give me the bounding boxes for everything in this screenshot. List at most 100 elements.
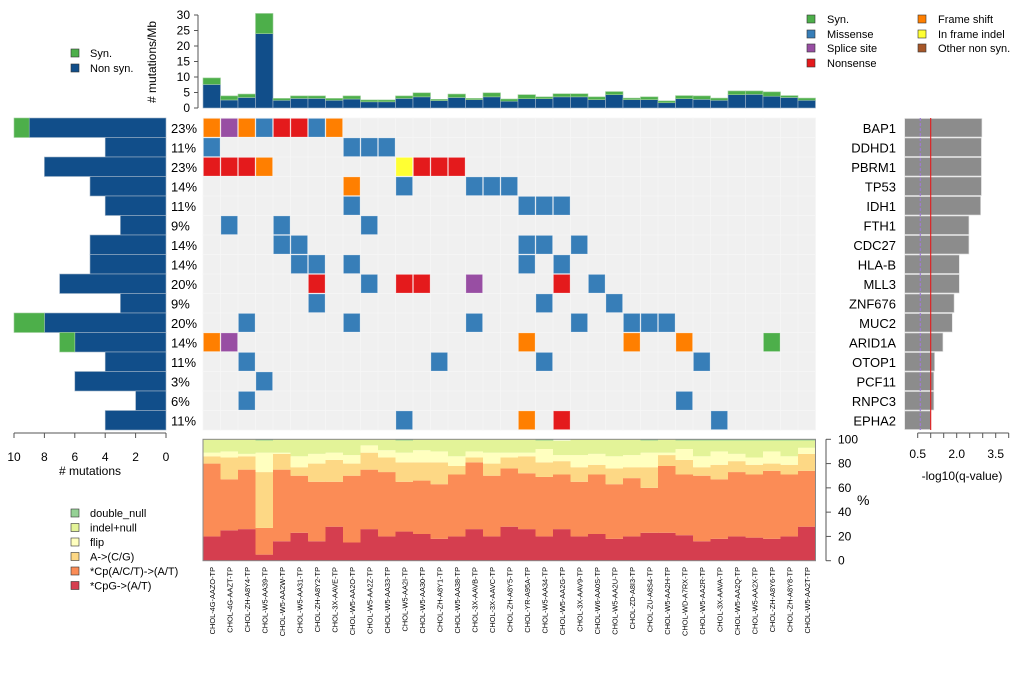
gene-name-label: EPHA2 — [853, 414, 896, 429]
spectrum-segment-cp-act — [605, 484, 624, 539]
mutation-cell-frame-shift — [202, 332, 221, 352]
spectrum-segment-double-null — [763, 439, 781, 441]
bar-non-syn — [500, 100, 519, 109]
spectrum-segment-indel-null — [238, 439, 256, 454]
spectrum-segment-a-to-cg — [395, 462, 414, 482]
mutation-cell-missense — [202, 137, 221, 157]
mutation-cell-frame-shift — [202, 118, 221, 138]
spectrum-segment-a-to-cg — [483, 463, 501, 476]
spectrum-segment-flip — [203, 452, 221, 457]
gene-mutation-count-chart: 10 8 6 4 2 0 # mutations — [7, 117, 170, 478]
gene-name-label: MUC2 — [859, 316, 896, 331]
spectrum-segment-cpg — [483, 536, 501, 561]
spectrum-segment-double-null — [728, 439, 746, 441]
bar-non-syn — [517, 98, 536, 109]
sample-label: CHOL-W5-AA30-TP — [418, 567, 427, 634]
spectrum-segment-cpg — [308, 541, 326, 561]
spectrum-segment-flip — [413, 450, 431, 463]
spectrum-segment-a-to-cg — [325, 459, 344, 482]
spectrum-segment-a-to-cg — [605, 468, 624, 485]
sample-label: CHOL-W5-AA2W-TP — [278, 567, 287, 636]
spectrum-segment-indel-null — [588, 439, 606, 454]
spectrum-segment-cpg — [570, 536, 589, 561]
spectrum-segment-cpg — [518, 529, 536, 561]
mutation-cell-missense — [307, 293, 326, 313]
spectrum-segment-a-to-cg — [553, 461, 571, 475]
spectrum-segment-a-to-cg — [780, 464, 799, 475]
mutation-cell-missense — [255, 371, 273, 391]
mutation-cell-frame-shift — [255, 156, 273, 177]
qvalue-bar — [904, 352, 935, 372]
mutation-cell-missense — [605, 293, 624, 313]
sample-label: CHOL-W5-AA2G-TP — [558, 567, 567, 635]
sample-label: CHOL-W5-AA34-TP — [540, 567, 549, 634]
spectrum-segment-cp-act — [745, 474, 764, 538]
spectrum-segment-a-to-cg — [658, 455, 676, 467]
spectrum-segment-cp-act — [343, 475, 361, 543]
spectrum-legend: double_null indel+null flip A->(C/G) *Cp(A/C… — [70, 508, 178, 593]
qvalue-chart: 0.5 2.0 3.5 -log10(q-value) — [904, 118, 1010, 483]
spectrum-segment-flip — [500, 452, 519, 458]
spectrum-segment-cp-act — [483, 475, 501, 537]
qvalue-bar — [904, 176, 982, 196]
count-bar-non-syn — [104, 351, 167, 372]
spectrum-segment-indel-null — [360, 439, 379, 446]
x-tick-label: 4 — [102, 450, 109, 464]
gene-name-label: HLA-B — [858, 258, 896, 273]
mutation-cell-missense — [553, 254, 571, 274]
mutation-cell-splice-site — [220, 332, 238, 352]
spectrum-segment-indel-null — [343, 439, 361, 456]
gene-name-label: ARID1A — [849, 336, 896, 351]
bar-non-syn — [307, 98, 326, 109]
mutation-cell-missense — [272, 234, 291, 255]
legend-swatch-other-non-syn — [917, 43, 927, 53]
legend-swatch-flip — [70, 537, 80, 547]
legend-swatch-syn — [70, 48, 80, 58]
spectrum-segment-indel-null — [745, 440, 764, 458]
spectrum-segment-cpg — [745, 537, 764, 561]
spectrum-segment-a-to-cg — [518, 456, 536, 474]
gene-name-label: CDC27 — [853, 238, 896, 253]
spectrum-segment-cpg — [780, 536, 799, 561]
gene-name-label: BAP1 — [863, 121, 896, 136]
gene-name-label: PBRM1 — [851, 160, 896, 175]
gene-percent-label: 9% — [171, 297, 190, 312]
gene-percent-label: 11% — [171, 199, 196, 214]
count-bar-non-syn — [44, 312, 167, 333]
sample-label: CHOL-4G-AAZO-TP — [208, 567, 217, 634]
qvalue-bar — [904, 410, 932, 430]
legend-label-non-syn: Non syn. — [90, 63, 133, 75]
bar-syn — [447, 93, 466, 98]
spectrum-segment-cp-act — [360, 469, 379, 530]
y-tick-label: 10 — [177, 70, 191, 84]
gene-name-label: IDH1 — [866, 199, 896, 214]
bar-syn — [657, 100, 676, 104]
sample-label: CHOL-ZH-A8Y8-TP — [785, 567, 794, 632]
legend-label-syn: Syn. — [827, 14, 849, 26]
spectrum-segment-double-null — [675, 439, 694, 441]
spectrum-segment-indel-null — [605, 439, 624, 457]
count-bar-non-syn — [44, 156, 167, 177]
legend-label-indel-null: indel+null — [90, 523, 137, 535]
spectrum-segment-indel-null — [623, 439, 641, 456]
spectrum-segment-indel-null — [640, 440, 659, 453]
spectrum-segment-cp-act — [798, 470, 816, 527]
qvalue-bar — [904, 137, 982, 157]
bar-non-syn — [605, 94, 624, 109]
sample-label: CHOL-W5-AA39-TP — [260, 567, 269, 634]
mutation-cell-missense — [710, 410, 729, 430]
bar-non-syn — [395, 98, 414, 109]
spectrum-segment-double-null — [745, 439, 764, 441]
y-tick-label: 15 — [177, 55, 191, 69]
spectrum-segment-cp-act — [640, 487, 659, 533]
mutation-cell-missense — [395, 176, 413, 196]
mutation-cell-nonsense — [272, 118, 291, 138]
legend-swatch-missense — [806, 29, 816, 39]
bar-non-syn — [412, 96, 431, 109]
spectrum-segment-a-to-cg — [255, 472, 274, 528]
bar-non-syn — [535, 98, 554, 109]
x-tick-label: 3.5 — [987, 447, 1004, 461]
spectrum-segment-indel-null — [465, 439, 484, 452]
spectrum-segment-cpg — [588, 533, 606, 561]
